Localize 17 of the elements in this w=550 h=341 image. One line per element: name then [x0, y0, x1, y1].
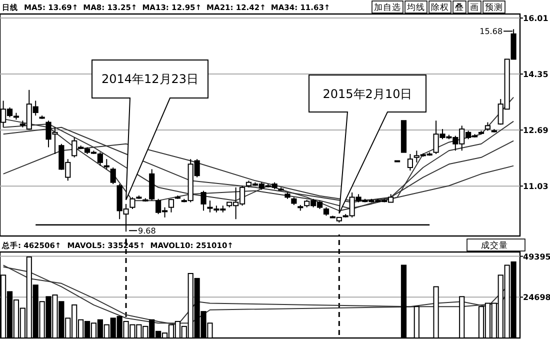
text: 成交量	[481, 240, 508, 251]
annotation: 15.68	[480, 27, 503, 36]
text: 除权	[431, 2, 449, 13]
y-tick-label: 11.03	[523, 182, 548, 192]
text: 均线	[406, 2, 425, 13]
annotation: 9.68	[138, 226, 156, 236]
text: 叠	[455, 2, 464, 13]
annotation: 2015年2月10日	[322, 87, 412, 101]
text: 画	[470, 3, 479, 13]
y-tick-label: 49395	[523, 252, 550, 262]
text: 预测	[485, 2, 503, 13]
y-tick-label: 14.35	[523, 70, 549, 80]
y-tick-label: 12.69	[523, 126, 549, 136]
y-tick-label: 16.01	[523, 14, 549, 24]
annotation: 2014年12月23日	[101, 72, 199, 86]
y-tick-label: 24698	[523, 293, 550, 302]
text: 加自选	[374, 2, 401, 13]
